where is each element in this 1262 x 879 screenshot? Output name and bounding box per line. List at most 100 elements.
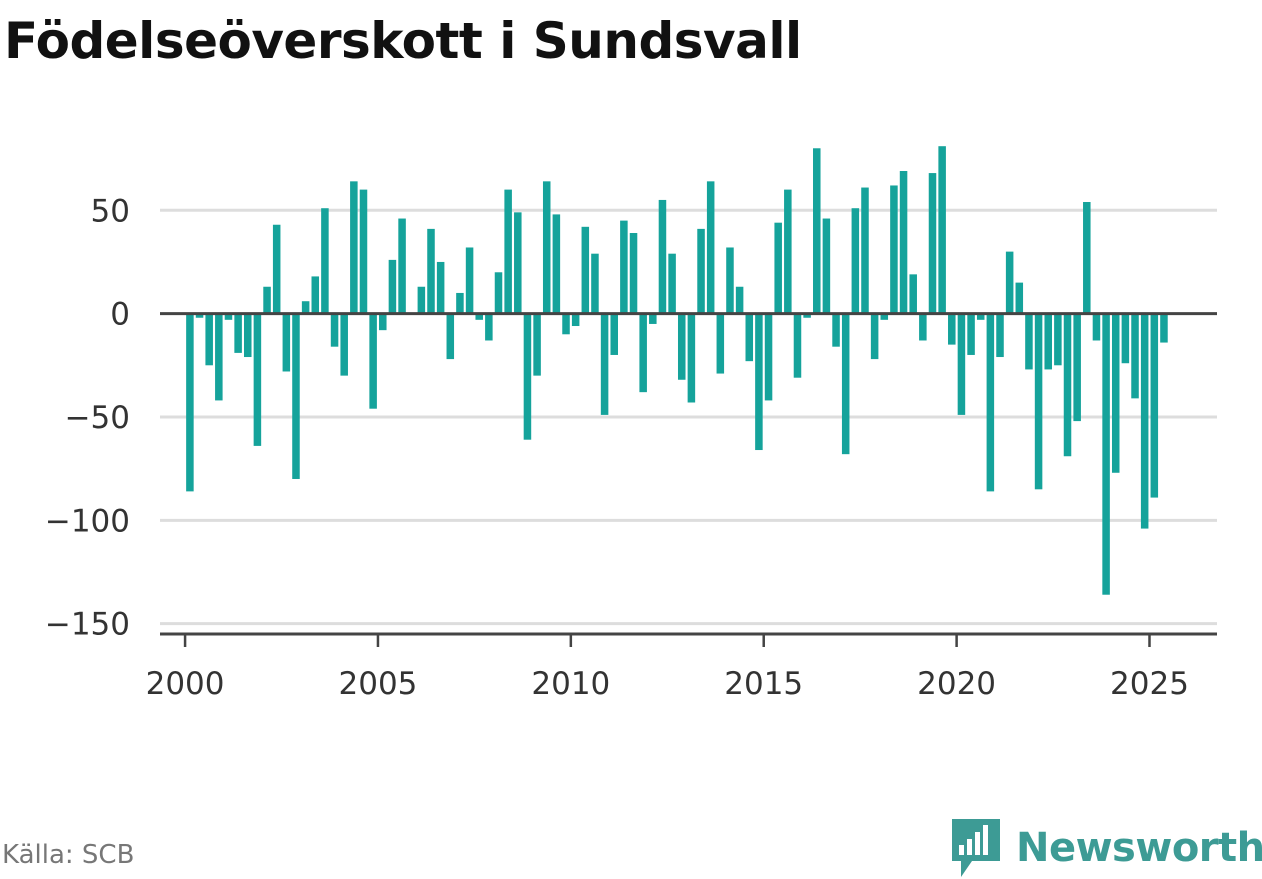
- bar: [948, 313, 956, 345]
- bar: [726, 247, 734, 314]
- bar: [1083, 202, 1091, 314]
- bar: [359, 189, 368, 314]
- chart-title: Födelseöverskott i Sundsvall: [4, 12, 802, 70]
- bar: [350, 181, 358, 314]
- bar: [465, 247, 474, 314]
- bar: [523, 313, 532, 440]
- y-tick-label: −150: [45, 607, 130, 643]
- bar: [514, 212, 522, 314]
- bar: [1102, 313, 1110, 595]
- bar: [263, 286, 271, 314]
- bar: [716, 313, 725, 374]
- bar: [1150, 313, 1159, 498]
- bar: [436, 261, 445, 314]
- bar: [1131, 313, 1139, 399]
- bar: [658, 199, 667, 314]
- bar: [976, 313, 985, 320]
- bar: [369, 313, 377, 409]
- bar: [1025, 313, 1033, 370]
- bar: [938, 146, 946, 314]
- gridlines: [160, 208, 1217, 626]
- x-tick-label: 2005: [339, 666, 418, 702]
- bar: [485, 313, 493, 341]
- y-tick-label: −50: [65, 400, 130, 436]
- bar: [784, 189, 792, 314]
- bar: [1073, 313, 1081, 422]
- bar: [591, 253, 599, 314]
- bar: [967, 313, 975, 355]
- bar: [581, 226, 590, 314]
- bar: [841, 313, 850, 455]
- bar: [668, 253, 676, 314]
- bar: [996, 313, 1004, 358]
- bar: [1044, 313, 1052, 370]
- bar: [706, 181, 715, 314]
- bar: [1111, 313, 1120, 473]
- bar: [620, 220, 628, 314]
- bar: [195, 313, 204, 318]
- bar: [774, 222, 782, 314]
- y-tick-label: 0: [110, 297, 130, 333]
- bar: [504, 189, 512, 314]
- bar: [986, 313, 995, 492]
- bar: [928, 173, 937, 314]
- bar: [456, 292, 464, 314]
- bar: [388, 259, 397, 314]
- bar: [1015, 282, 1024, 314]
- bar: [1063, 313, 1072, 457]
- bar: [745, 313, 754, 362]
- bar: [301, 301, 310, 314]
- bar: [1034, 313, 1043, 490]
- bar: [629, 233, 638, 314]
- bar: [880, 313, 889, 320]
- bar: [764, 313, 773, 401]
- bar: [292, 313, 300, 479]
- bar: [649, 313, 657, 324]
- y-tick-label: 50: [91, 193, 130, 229]
- bars: [186, 146, 1168, 595]
- bar: [253, 313, 262, 446]
- bar: [870, 313, 879, 360]
- bar: [1092, 313, 1101, 341]
- bar: [600, 313, 609, 415]
- bar: [822, 218, 831, 314]
- bar-chart-icon: [952, 819, 1000, 877]
- bar: [205, 313, 213, 366]
- bar: [244, 313, 252, 358]
- bar: [234, 313, 242, 353]
- bar: [909, 274, 917, 314]
- bar: [1140, 313, 1149, 529]
- x-tick-label: 2015: [724, 666, 803, 702]
- bar: [340, 313, 348, 376]
- bar: [552, 214, 561, 314]
- bar: [1160, 313, 1168, 343]
- bar: [475, 313, 483, 320]
- bar: [890, 185, 898, 314]
- bar: [861, 187, 869, 314]
- bar: [321, 208, 329, 314]
- bar: [272, 224, 281, 314]
- x-tick-label: 2010: [531, 666, 610, 702]
- bar: [813, 148, 821, 314]
- x-tick-label: 2020: [917, 666, 996, 702]
- bar: [755, 313, 763, 451]
- bar-chart: 50 0 −50 −100 −150 2000 2005 2010 2015 2020 2025: [45, 146, 1217, 702]
- bar: [677, 313, 686, 380]
- bar: [697, 228, 705, 314]
- bar: [735, 286, 744, 314]
- bar: [311, 276, 320, 314]
- source-note: Källa: SCB: [2, 840, 135, 870]
- bar: [533, 313, 541, 376]
- x-tick-label: 2000: [146, 666, 225, 702]
- bar: [832, 313, 840, 347]
- bar: [215, 313, 223, 401]
- axes: 50 0 −50 −100 −150 2000 2005 2010 2015 2020 2025: [45, 193, 1217, 702]
- bar: [1121, 313, 1130, 364]
- bar: [330, 313, 339, 347]
- bar: [851, 208, 860, 314]
- bar: [571, 313, 580, 327]
- bar: [687, 313, 696, 403]
- bar: [186, 313, 194, 492]
- bar: [919, 313, 927, 341]
- bar: [1005, 251, 1014, 314]
